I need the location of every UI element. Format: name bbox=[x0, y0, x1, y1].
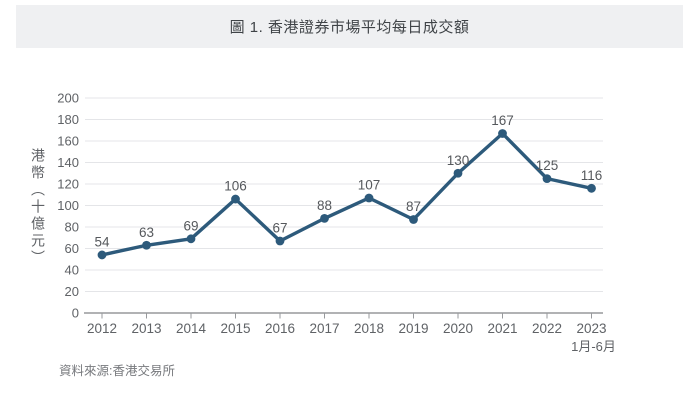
y-tick-label: 20 bbox=[65, 284, 79, 299]
x-tick-label: 2014 bbox=[176, 321, 207, 336]
data-point bbox=[320, 214, 329, 223]
data-line bbox=[100, 131, 594, 257]
x-tick-label: 2020 bbox=[443, 321, 473, 336]
chart-title: 圖 1. 香港證券市場平均每日成交額 bbox=[229, 19, 470, 36]
data-point bbox=[186, 234, 196, 244]
y-axis-label: 港幣（十億元） bbox=[30, 148, 46, 267]
y-tick-label: 100 bbox=[57, 198, 79, 213]
y-tick-label: 160 bbox=[57, 134, 79, 149]
x-tick-label: 2012 bbox=[87, 321, 117, 336]
data-point bbox=[97, 250, 107, 260]
data-point-label: 69 bbox=[183, 218, 198, 233]
data-point-label: 167 bbox=[491, 113, 514, 128]
data-point bbox=[587, 183, 596, 193]
data-point-label: 54 bbox=[94, 234, 110, 249]
data-point bbox=[231, 194, 240, 204]
data-point-label: 88 bbox=[317, 198, 332, 213]
data-point-label: 130 bbox=[447, 153, 470, 168]
x-tick-label: 2022 bbox=[532, 321, 562, 336]
source-note: 資料來源:香港交易所 bbox=[59, 364, 175, 378]
chart-title-bar: 圖 1. 香港證券市場平均每日成交額 bbox=[16, 5, 683, 48]
data-point bbox=[275, 236, 285, 246]
x-tick-label: 2018 bbox=[354, 321, 384, 336]
x-tick-label: 2013 bbox=[131, 321, 161, 336]
x-tick-label: 2015 bbox=[220, 321, 250, 336]
data-point bbox=[542, 174, 552, 184]
y-tick-label: 140 bbox=[57, 155, 79, 170]
x-sub-label: 1月-6月 bbox=[571, 339, 616, 354]
data-point-label: 106 bbox=[224, 179, 247, 194]
data-point-label: 63 bbox=[139, 225, 154, 240]
data-point-label: 67 bbox=[272, 220, 287, 235]
data-point-label: 116 bbox=[581, 168, 603, 183]
data-point-label: 125 bbox=[536, 158, 559, 173]
data-point-label: 87 bbox=[406, 199, 421, 214]
x-tick-label: 2017 bbox=[309, 321, 339, 336]
y-tick-label: 120 bbox=[57, 177, 79, 192]
y-tick-label: 200 bbox=[57, 91, 79, 106]
y-tick-label: 40 bbox=[65, 263, 79, 278]
y-tick-label: 180 bbox=[57, 112, 79, 127]
x-tick-label: 2023 bbox=[576, 321, 606, 336]
x-tick-label: 2019 bbox=[398, 321, 428, 336]
y-tick-label: 60 bbox=[65, 241, 79, 256]
data-point bbox=[142, 240, 151, 250]
x-tick-label: 2016 bbox=[265, 321, 295, 336]
x-tick-label: 2021 bbox=[487, 321, 517, 336]
data-point bbox=[498, 129, 507, 138]
data-point-label: 107 bbox=[358, 177, 381, 192]
data-point bbox=[453, 168, 463, 178]
data-point bbox=[409, 215, 418, 224]
y-tick-label: 0 bbox=[72, 306, 79, 321]
y-tick-label: 80 bbox=[65, 220, 79, 235]
data-point bbox=[364, 193, 374, 203]
